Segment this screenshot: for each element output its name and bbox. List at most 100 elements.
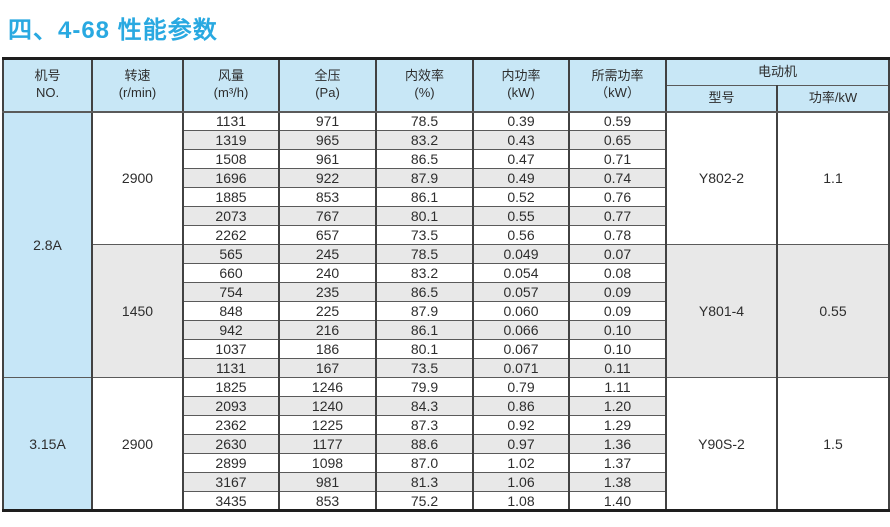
efficiency-cell: 86.5 <box>375 149 474 169</box>
header-line: 转速 <box>124 68 151 84</box>
internal-power-cell: 0.071 <box>472 358 570 378</box>
header-line: (kW) <box>507 85 535 101</box>
col-header-motor-model: 型号 <box>665 85 778 113</box>
header-line: (%) <box>414 85 435 101</box>
table-row: 1037 186 80.1 0.067 0.10 <box>3 339 889 359</box>
internal-power-cell: 1.02 <box>472 453 570 473</box>
required-power-cell: 1.37 <box>568 453 667 473</box>
required-power-cell: 1.40 <box>568 491 667 511</box>
internal-power-cell: 0.057 <box>472 282 570 302</box>
machine-no-cell: 2.8A <box>2 111 93 378</box>
efficiency-cell: 86.1 <box>375 187 474 207</box>
table-row: 2.8A 2900 1131 971 78.5 0.39 0.59 Y802-2 1.1 <box>2 111 890 378</box>
flow-cell: 3435 <box>182 491 280 511</box>
flow-cell: 2899 <box>182 453 280 473</box>
col-header-pressure: 全压 (Pa) <box>278 58 377 113</box>
table-row: 1319 965 83.2 0.43 0.65 <box>3 130 889 150</box>
header-line: （kW） <box>595 85 640 101</box>
header-line: 风量 <box>217 68 244 84</box>
flow-cell: 2262 <box>182 225 280 245</box>
required-power-cell: 0.78 <box>568 225 667 245</box>
internal-power-cell: 1.06 <box>472 472 570 492</box>
motor-model-cell: Y802-2 <box>665 111 778 245</box>
table-row: 1696 922 87.9 0.49 0.74 <box>3 168 889 188</box>
header-line: (r/min) <box>118 85 157 101</box>
col-header-internal-power: 内功率 (kW) <box>472 58 570 113</box>
flow-cell: 848 <box>182 301 280 321</box>
flow-cell: 2073 <box>182 206 280 226</box>
internal-power-cell: 0.060 <box>472 301 570 321</box>
pressure-cell: 1240 <box>278 396 377 416</box>
efficiency-cell: 75.2 <box>375 491 474 511</box>
pressure-cell: 767 <box>278 206 377 226</box>
efficiency-cell: 79.9 <box>375 377 474 397</box>
pressure-cell: 971 <box>278 111 377 131</box>
efficiency-cell: 86.5 <box>375 282 474 302</box>
efficiency-cell: 87.0 <box>375 453 474 473</box>
efficiency-cell: 80.1 <box>375 339 474 359</box>
required-power-cell: 0.09 <box>568 301 667 321</box>
flow-cell: 1885 <box>182 187 280 207</box>
flow-cell: 3167 <box>182 472 280 492</box>
efficiency-cell: 81.3 <box>375 472 474 492</box>
internal-power-cell: 0.054 <box>472 263 570 283</box>
pressure-cell: 1098 <box>278 453 377 473</box>
flow-cell: 2093 <box>182 396 280 416</box>
internal-power-cell: 0.55 <box>472 206 570 226</box>
required-power-cell: 0.74 <box>568 168 667 188</box>
table-row: 2262 657 73.5 0.56 0.78 <box>3 225 889 245</box>
internal-power-cell: 0.43 <box>472 130 570 150</box>
efficiency-cell: 80.1 <box>375 206 474 226</box>
efficiency-cell: 86.1 <box>375 320 474 340</box>
pressure-cell: 657 <box>278 225 377 245</box>
pressure-cell: 961 <box>278 149 377 169</box>
motor-model-cell: Y90S-2 <box>665 377 778 511</box>
col-header-machine-no: 机号 NO. <box>2 58 93 113</box>
efficiency-cell: 73.5 <box>375 225 474 245</box>
internal-power-cell: 0.56 <box>472 225 570 245</box>
header-line: 全压 <box>314 68 341 84</box>
efficiency-cell: 83.2 <box>375 263 474 283</box>
header-row-1: 机号 NO. 转速 (r/min) 风量 (m³/h) 全压 (Pa) 内效率 … <box>2 58 890 113</box>
required-power-cell: 0.77 <box>568 206 667 226</box>
flow-cell: 1131 <box>182 358 280 378</box>
flow-cell: 1131 <box>182 111 280 131</box>
required-power-cell: 0.07 <box>568 244 667 264</box>
table-body: 2.8A 2900 1131 971 78.5 0.39 0.59 Y802-2 1.1 1319… <box>2 111 890 511</box>
table-row: 3.15A 2900 1825 1246 79.9 0.79 1.11 Y90S-2 1.5 <box>2 377 890 511</box>
pressure-cell: 965 <box>278 130 377 150</box>
pressure-cell: 167 <box>278 358 377 378</box>
required-power-cell: 1.38 <box>568 472 667 492</box>
pressure-cell: 1246 <box>278 377 377 397</box>
speed-cell: 1450 <box>91 244 184 378</box>
table-row: 2899 1098 87.0 1.02 1.37 <box>3 453 889 473</box>
required-power-cell: 1.11 <box>568 377 667 397</box>
header-row-2: 型号 功率/kW <box>3 85 890 113</box>
flow-cell: 1319 <box>182 130 280 150</box>
pressure-cell: 981 <box>278 472 377 492</box>
pressure-cell: 245 <box>278 244 377 264</box>
motor-model-cell: Y801-4 <box>665 244 778 378</box>
table-row: 1450 565 245 78.5 0.049 0.07 Y801-4 0.55 <box>3 244 890 378</box>
efficiency-cell: 87.3 <box>375 415 474 435</box>
required-power-cell: 0.10 <box>568 339 667 359</box>
page-title: 四、4-68 性能参数 <box>8 17 218 44</box>
flow-cell: 1825 <box>182 377 280 397</box>
efficiency-cell: 78.5 <box>375 111 474 131</box>
header-line: (Pa) <box>315 85 340 101</box>
required-power-cell: 0.10 <box>568 320 667 340</box>
col-header-required-power: 所需功率 （kW） <box>568 58 667 113</box>
table-header: 机号 NO. 转速 (r/min) 风量 (m³/h) 全压 (Pa) 内效率 … <box>2 58 890 113</box>
internal-power-cell: 0.86 <box>472 396 570 416</box>
internal-power-cell: 0.066 <box>472 320 570 340</box>
header-line: NO. <box>35 85 60 101</box>
internal-power-cell: 0.47 <box>472 149 570 169</box>
col-header-motor: 电动机 <box>664 58 890 86</box>
internal-power-cell: 0.52 <box>472 187 570 207</box>
internal-power-cell: 0.97 <box>472 434 570 454</box>
speed-cell: 2900 <box>91 111 184 245</box>
efficiency-cell: 87.9 <box>375 301 474 321</box>
efficiency-cell: 78.5 <box>375 244 474 264</box>
required-power-cell: 0.71 <box>568 149 667 169</box>
header-line: 机号 <box>34 68 61 84</box>
